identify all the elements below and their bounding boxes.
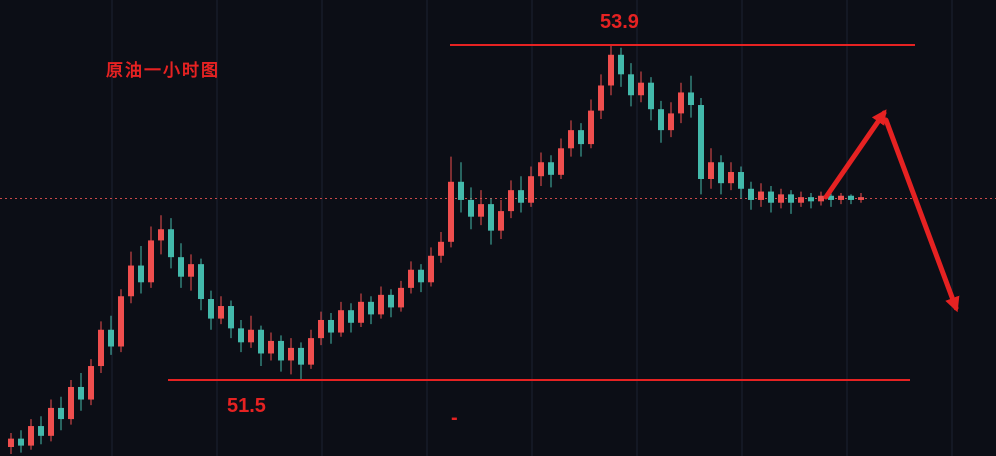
forecast-arrow — [823, 109, 960, 313]
footer-dash: - — [451, 407, 458, 429]
support-price-label: 51.5 — [227, 395, 266, 417]
candles — [8, 45, 864, 454]
resistance-price-label: 53.9 — [600, 11, 639, 33]
chart-title: 原油一小时图 — [106, 61, 220, 80]
gridlines — [111, 0, 953, 456]
